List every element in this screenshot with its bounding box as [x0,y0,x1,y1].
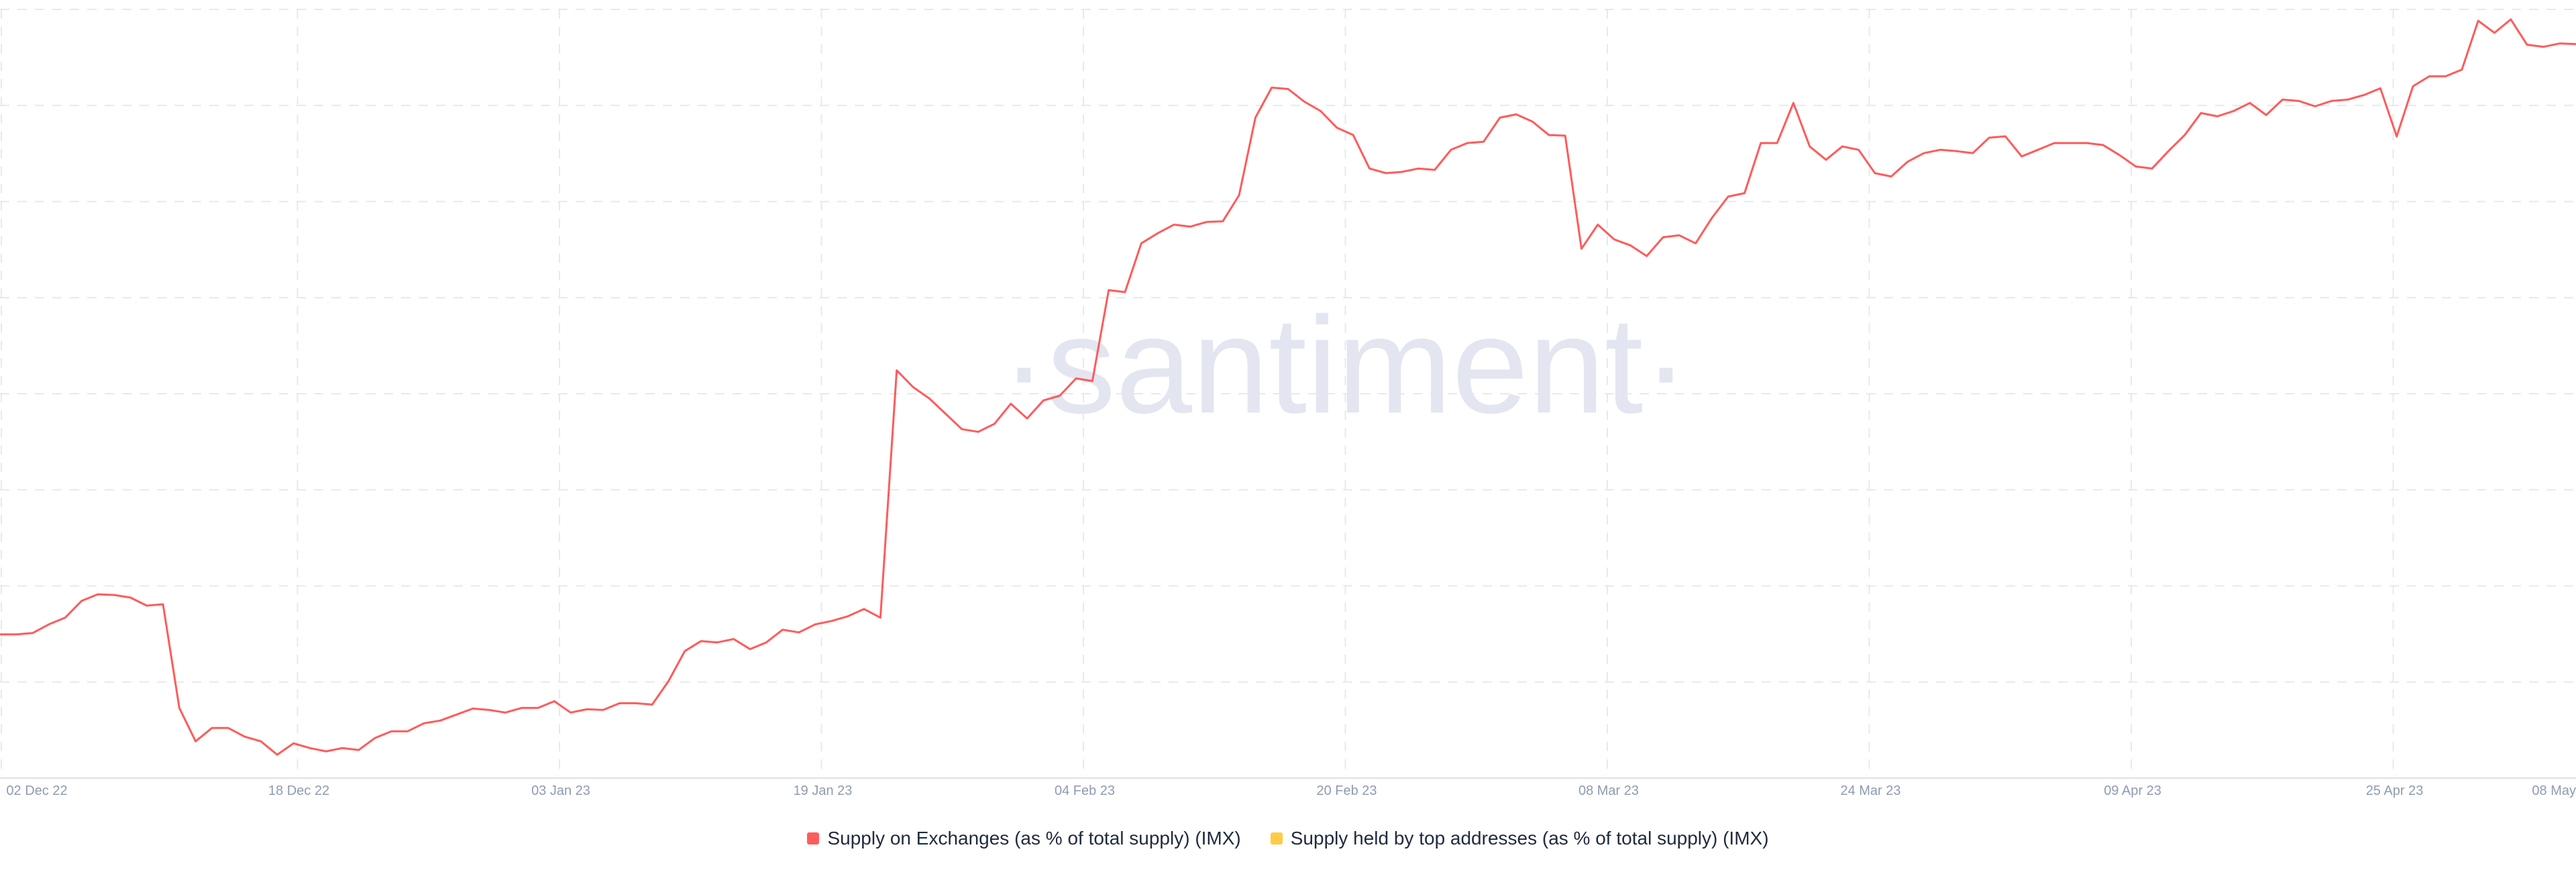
legend-label-exchanges: Supply on Exchanges (as % of total suppl… [827,828,1241,849]
legend-swatch-top-addresses [1270,832,1283,844]
legend-swatch-exchanges [807,832,820,844]
x-tick-label: 09 Apr 23 [2104,783,2161,798]
series-line-exchanges [0,18,2576,756]
x-tick-label: 02 Dec 22 [6,783,67,798]
x-tick-label: 04 Feb 23 [1055,783,1115,798]
grid-lines [0,9,2576,779]
legend: Supply on Exchanges (as % of total suppl… [0,824,2576,853]
series-lines [0,18,2576,756]
x-tick-label: 25 Apr 23 [2366,783,2424,798]
x-tick-label: 08 Mar 23 [1578,783,1639,798]
x-tick-label: 03 Jan 23 [531,783,590,798]
x-tick-label: 24 Mar 23 [1840,783,1900,798]
legend-item-top-addresses[interactable]: Supply held by top addresses (as % of to… [1270,828,1769,849]
x-tick-label: 18 Dec 22 [268,783,329,798]
legend-item-exchanges[interactable]: Supply on Exchanges (as % of total suppl… [807,828,1241,849]
santiment-watermark: ·santiment· [1001,288,1688,442]
x-tick-label: 08 May [2532,783,2576,798]
x-axis-ticks: 02 Dec 22 18 Dec 22 03 Jan 23 19 Jan 23 04 F… [6,783,2576,798]
legend-label-top-addresses: Supply held by top addresses (as % of to… [1290,828,1769,849]
x-tick-label: 20 Feb 23 [1316,783,1377,798]
x-tick-label: 19 Jan 23 [794,783,853,798]
